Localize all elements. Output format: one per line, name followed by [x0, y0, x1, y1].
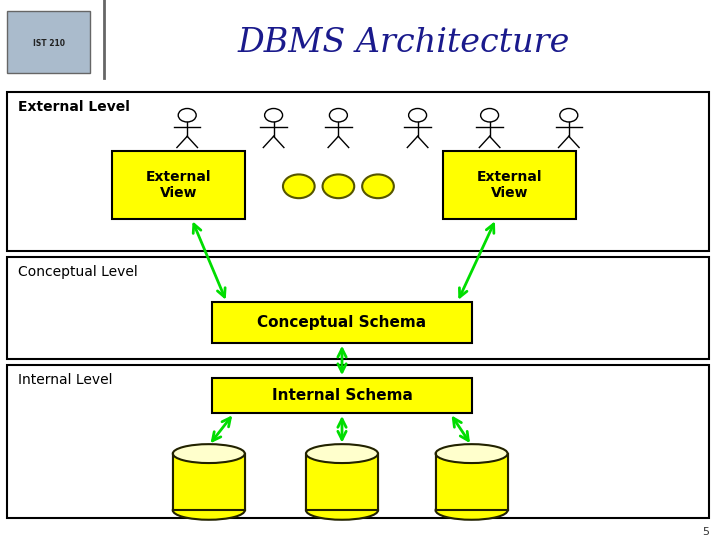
Ellipse shape: [306, 444, 378, 463]
FancyBboxPatch shape: [7, 364, 709, 518]
Bar: [306, 454, 378, 510]
Ellipse shape: [173, 444, 245, 463]
FancyBboxPatch shape: [7, 256, 709, 359]
FancyBboxPatch shape: [443, 151, 576, 219]
Text: 5: 5: [702, 527, 709, 537]
Circle shape: [362, 174, 394, 198]
Ellipse shape: [436, 501, 508, 519]
FancyBboxPatch shape: [112, 151, 245, 219]
Bar: [173, 454, 245, 510]
FancyBboxPatch shape: [7, 11, 90, 73]
FancyBboxPatch shape: [0, 0, 720, 78]
FancyBboxPatch shape: [212, 378, 472, 413]
Text: DBMS Architecture: DBMS Architecture: [237, 27, 570, 59]
Ellipse shape: [436, 444, 508, 463]
FancyBboxPatch shape: [212, 302, 472, 343]
Bar: [436, 454, 508, 510]
Text: External
View: External View: [477, 170, 542, 200]
Bar: [306, 454, 378, 510]
Text: External
View: External View: [145, 170, 211, 200]
Bar: [436, 454, 508, 510]
Ellipse shape: [173, 501, 245, 519]
Ellipse shape: [306, 501, 378, 519]
Circle shape: [323, 174, 354, 198]
Text: Internal Schema: Internal Schema: [271, 388, 413, 403]
Text: Conceptual Level: Conceptual Level: [18, 265, 138, 279]
Bar: [173, 454, 245, 510]
Circle shape: [283, 174, 315, 198]
Text: Conceptual Schema: Conceptual Schema: [258, 315, 426, 330]
Text: External Level: External Level: [18, 100, 130, 114]
FancyBboxPatch shape: [7, 92, 709, 251]
Text: IST 210: IST 210: [33, 39, 65, 48]
Text: Internal Level: Internal Level: [18, 373, 112, 387]
